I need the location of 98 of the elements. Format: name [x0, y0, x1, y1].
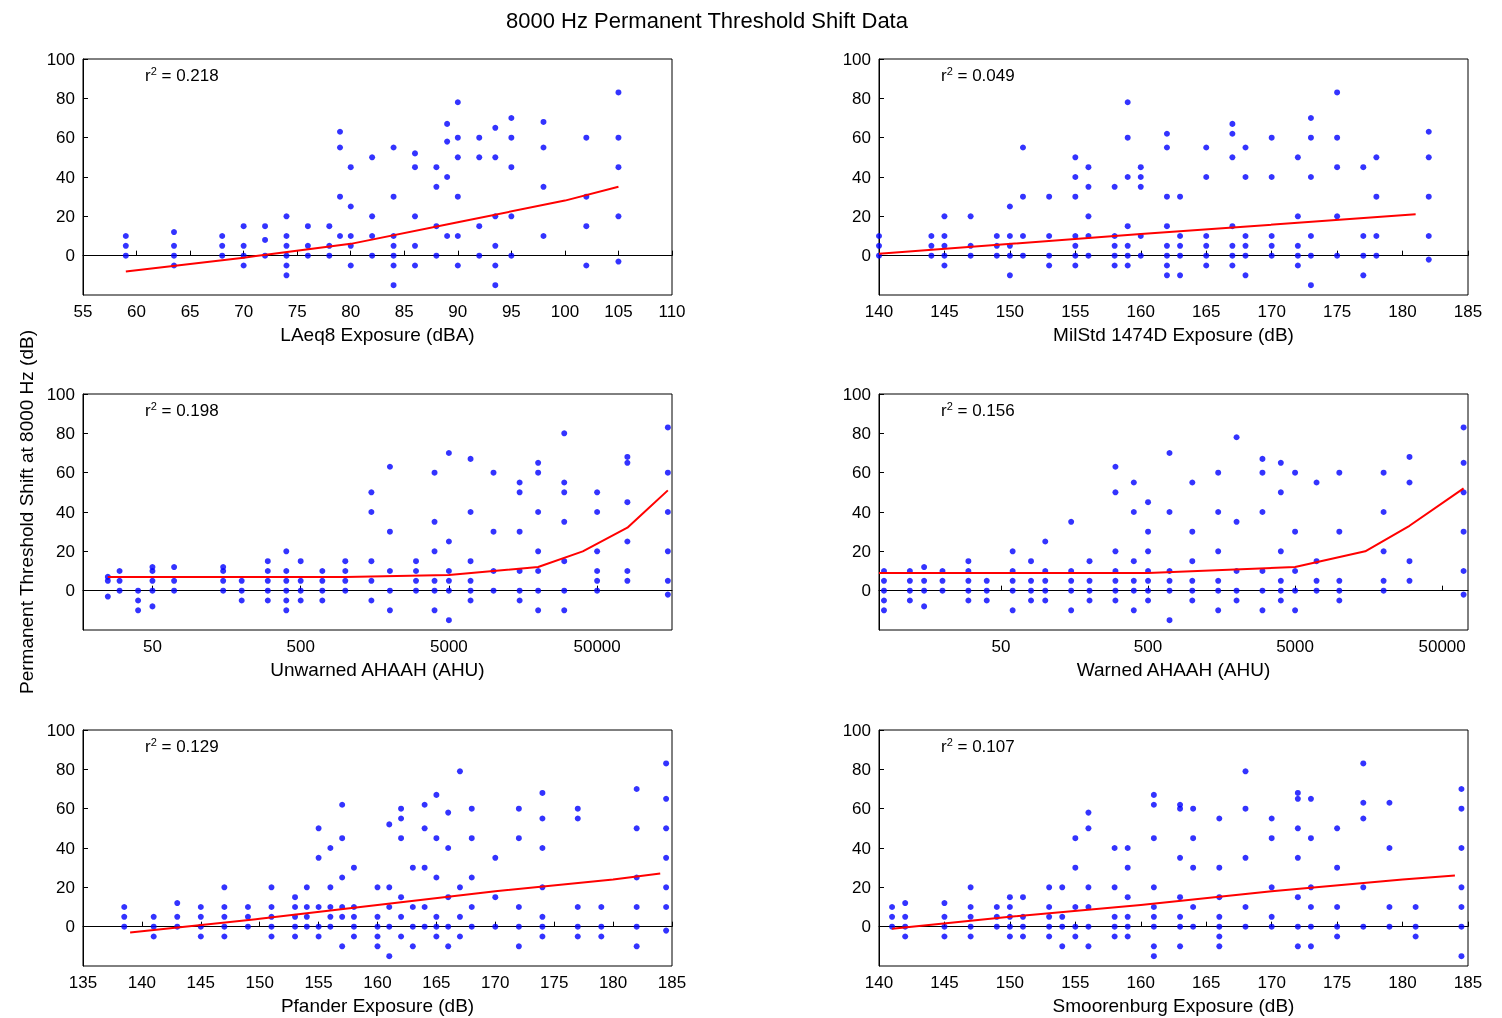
y-tick-label: 20 — [56, 541, 75, 561]
y-tick-label: 40 — [852, 167, 871, 187]
y-tick-label: 40 — [56, 167, 75, 187]
line-series — [124, 185, 620, 273]
y-tick-label: 100 — [842, 720, 871, 740]
x-tick-label: 110 — [658, 302, 686, 321]
x-tick-label: 175 — [1322, 302, 1352, 321]
y-tick-label: 40 — [56, 838, 75, 858]
y-tick-label: 60 — [852, 799, 871, 819]
x-tick-label: 75 — [287, 302, 307, 321]
y-tick-label: 0 — [65, 581, 75, 601]
x-tick-label: 165 — [1192, 302, 1221, 321]
y-tick-label: 0 — [861, 917, 871, 937]
x-tick-label: 150 — [995, 973, 1025, 992]
y-tick-label: 40 — [852, 838, 871, 858]
y-tick-label: 60 — [56, 128, 75, 148]
x-tick-label: 500 — [1133, 637, 1163, 656]
x-tick-label: 165 — [1192, 973, 1221, 992]
y-tick-label: 60 — [56, 799, 75, 819]
x-tick-label: 185 — [1453, 973, 1483, 992]
x-tick-label: 105 — [604, 302, 633, 321]
x-tick-label: 55 — [73, 302, 93, 321]
y-tick-label: 80 — [852, 88, 871, 108]
y-tick-label: 60 — [852, 128, 871, 148]
x-tick-label: 50 — [991, 637, 1011, 656]
x-tick-label: 185 — [657, 973, 687, 992]
y-tick-label: 20 — [56, 877, 75, 897]
x-tick-label: 95 — [501, 302, 521, 321]
x-tick-label: 155 — [304, 973, 333, 992]
x-tick-label: 140 — [864, 302, 894, 321]
x-tick-label: 500 — [286, 637, 315, 656]
x-tick-label: 80 — [341, 302, 361, 321]
y-tick-label: 20 — [852, 206, 871, 226]
x-tick-label: 5000 — [429, 637, 468, 656]
x-tick-label: 180 — [598, 973, 628, 992]
x-tick-label: 150 — [245, 973, 274, 992]
x-tick-label: 140 — [864, 973, 894, 992]
y-tick-label: 60 — [852, 463, 871, 483]
x-tick-label: 180 — [1388, 973, 1417, 992]
x-tick-label: 160 — [1126, 973, 1155, 992]
y-tick-label: 40 — [56, 502, 75, 522]
x-tick-label: 60 — [127, 302, 147, 321]
x-tick-label: 5000 — [1276, 637, 1314, 656]
x-tick-label: 140 — [127, 973, 157, 992]
x-axis-title: Unwarned AHAAH (AHU) — [270, 659, 485, 680]
x-tick-label: 145 — [930, 973, 959, 992]
x-tick-label: 175 — [540, 973, 569, 992]
y-tick-label: 40 — [852, 502, 871, 522]
y-tick-label: 100 — [46, 384, 75, 404]
x-tick-label: 85 — [394, 302, 414, 321]
x-tick-label: 180 — [1388, 302, 1417, 321]
y-tick-label: 80 — [852, 423, 871, 443]
x-tick-label: 135 — [68, 973, 98, 992]
x-tick-label: 50000 — [1418, 637, 1466, 656]
line-series — [129, 872, 662, 934]
x-tick-label: 65 — [180, 302, 200, 321]
y-tick-label: 0 — [65, 917, 75, 937]
x-axis-title: Smoorenburg Exposure (dB) — [1052, 995, 1295, 1016]
y-tick-label: 20 — [852, 541, 871, 561]
y-tick-label: 100 — [46, 49, 75, 69]
x-axis-title: MilStd 1474D Exposure (dB) — [1053, 324, 1294, 345]
x-axis-title: Warned AHAAH (AHU) — [1076, 659, 1271, 680]
y-tick-label: 80 — [56, 759, 75, 779]
x-tick-label: 50000 — [573, 637, 621, 656]
y-tick-label: 100 — [46, 720, 75, 740]
x-tick-label: 100 — [550, 302, 580, 321]
y-tick-label: 60 — [56, 463, 75, 483]
x-tick-label: 170 — [1257, 302, 1286, 321]
x-tick-label: 50 — [142, 637, 162, 656]
y-tick-label: 100 — [842, 384, 871, 404]
y-tick-label: 0 — [65, 246, 75, 266]
y-tick-label: 80 — [56, 423, 75, 443]
x-tick-label: 155 — [1061, 302, 1090, 321]
y-tick-label: 20 — [852, 877, 871, 897]
y-tick-label: 0 — [861, 246, 871, 266]
line-series — [891, 874, 1456, 930]
x-tick-label: 145 — [930, 302, 959, 321]
y-tick-label: 100 — [842, 49, 871, 69]
x-tick-label: 160 — [363, 973, 392, 992]
x-axis-title: LAeq8 Exposure (dBA) — [280, 324, 475, 345]
x-tick-label: 170 — [481, 973, 510, 992]
y-axis-title: Permanent Threshold Shift at 8000 Hz (dB) — [15, 329, 37, 695]
y-tick-label: 80 — [56, 88, 75, 108]
y-tick-label: 0 — [861, 581, 871, 601]
y-tick-label: 80 — [852, 759, 871, 779]
x-axis-title: Pfander Exposure (dB) — [280, 995, 475, 1016]
x-tick-label: 165 — [422, 973, 451, 992]
x-tick-label: 185 — [1453, 302, 1483, 321]
x-tick-label: 90 — [448, 302, 468, 321]
y-tick-label: 20 — [56, 206, 75, 226]
x-tick-label: 150 — [995, 302, 1025, 321]
x-tick-label: 170 — [1257, 973, 1286, 992]
x-tick-label: 175 — [1322, 973, 1352, 992]
chart-title: 8000 Hz Permanent Threshold Shift Data — [505, 8, 909, 34]
x-tick-label: 145 — [186, 973, 215, 992]
x-tick-label: 70 — [234, 302, 254, 321]
x-tick-label: 160 — [1126, 302, 1155, 321]
x-tick-label: 155 — [1061, 973, 1090, 992]
